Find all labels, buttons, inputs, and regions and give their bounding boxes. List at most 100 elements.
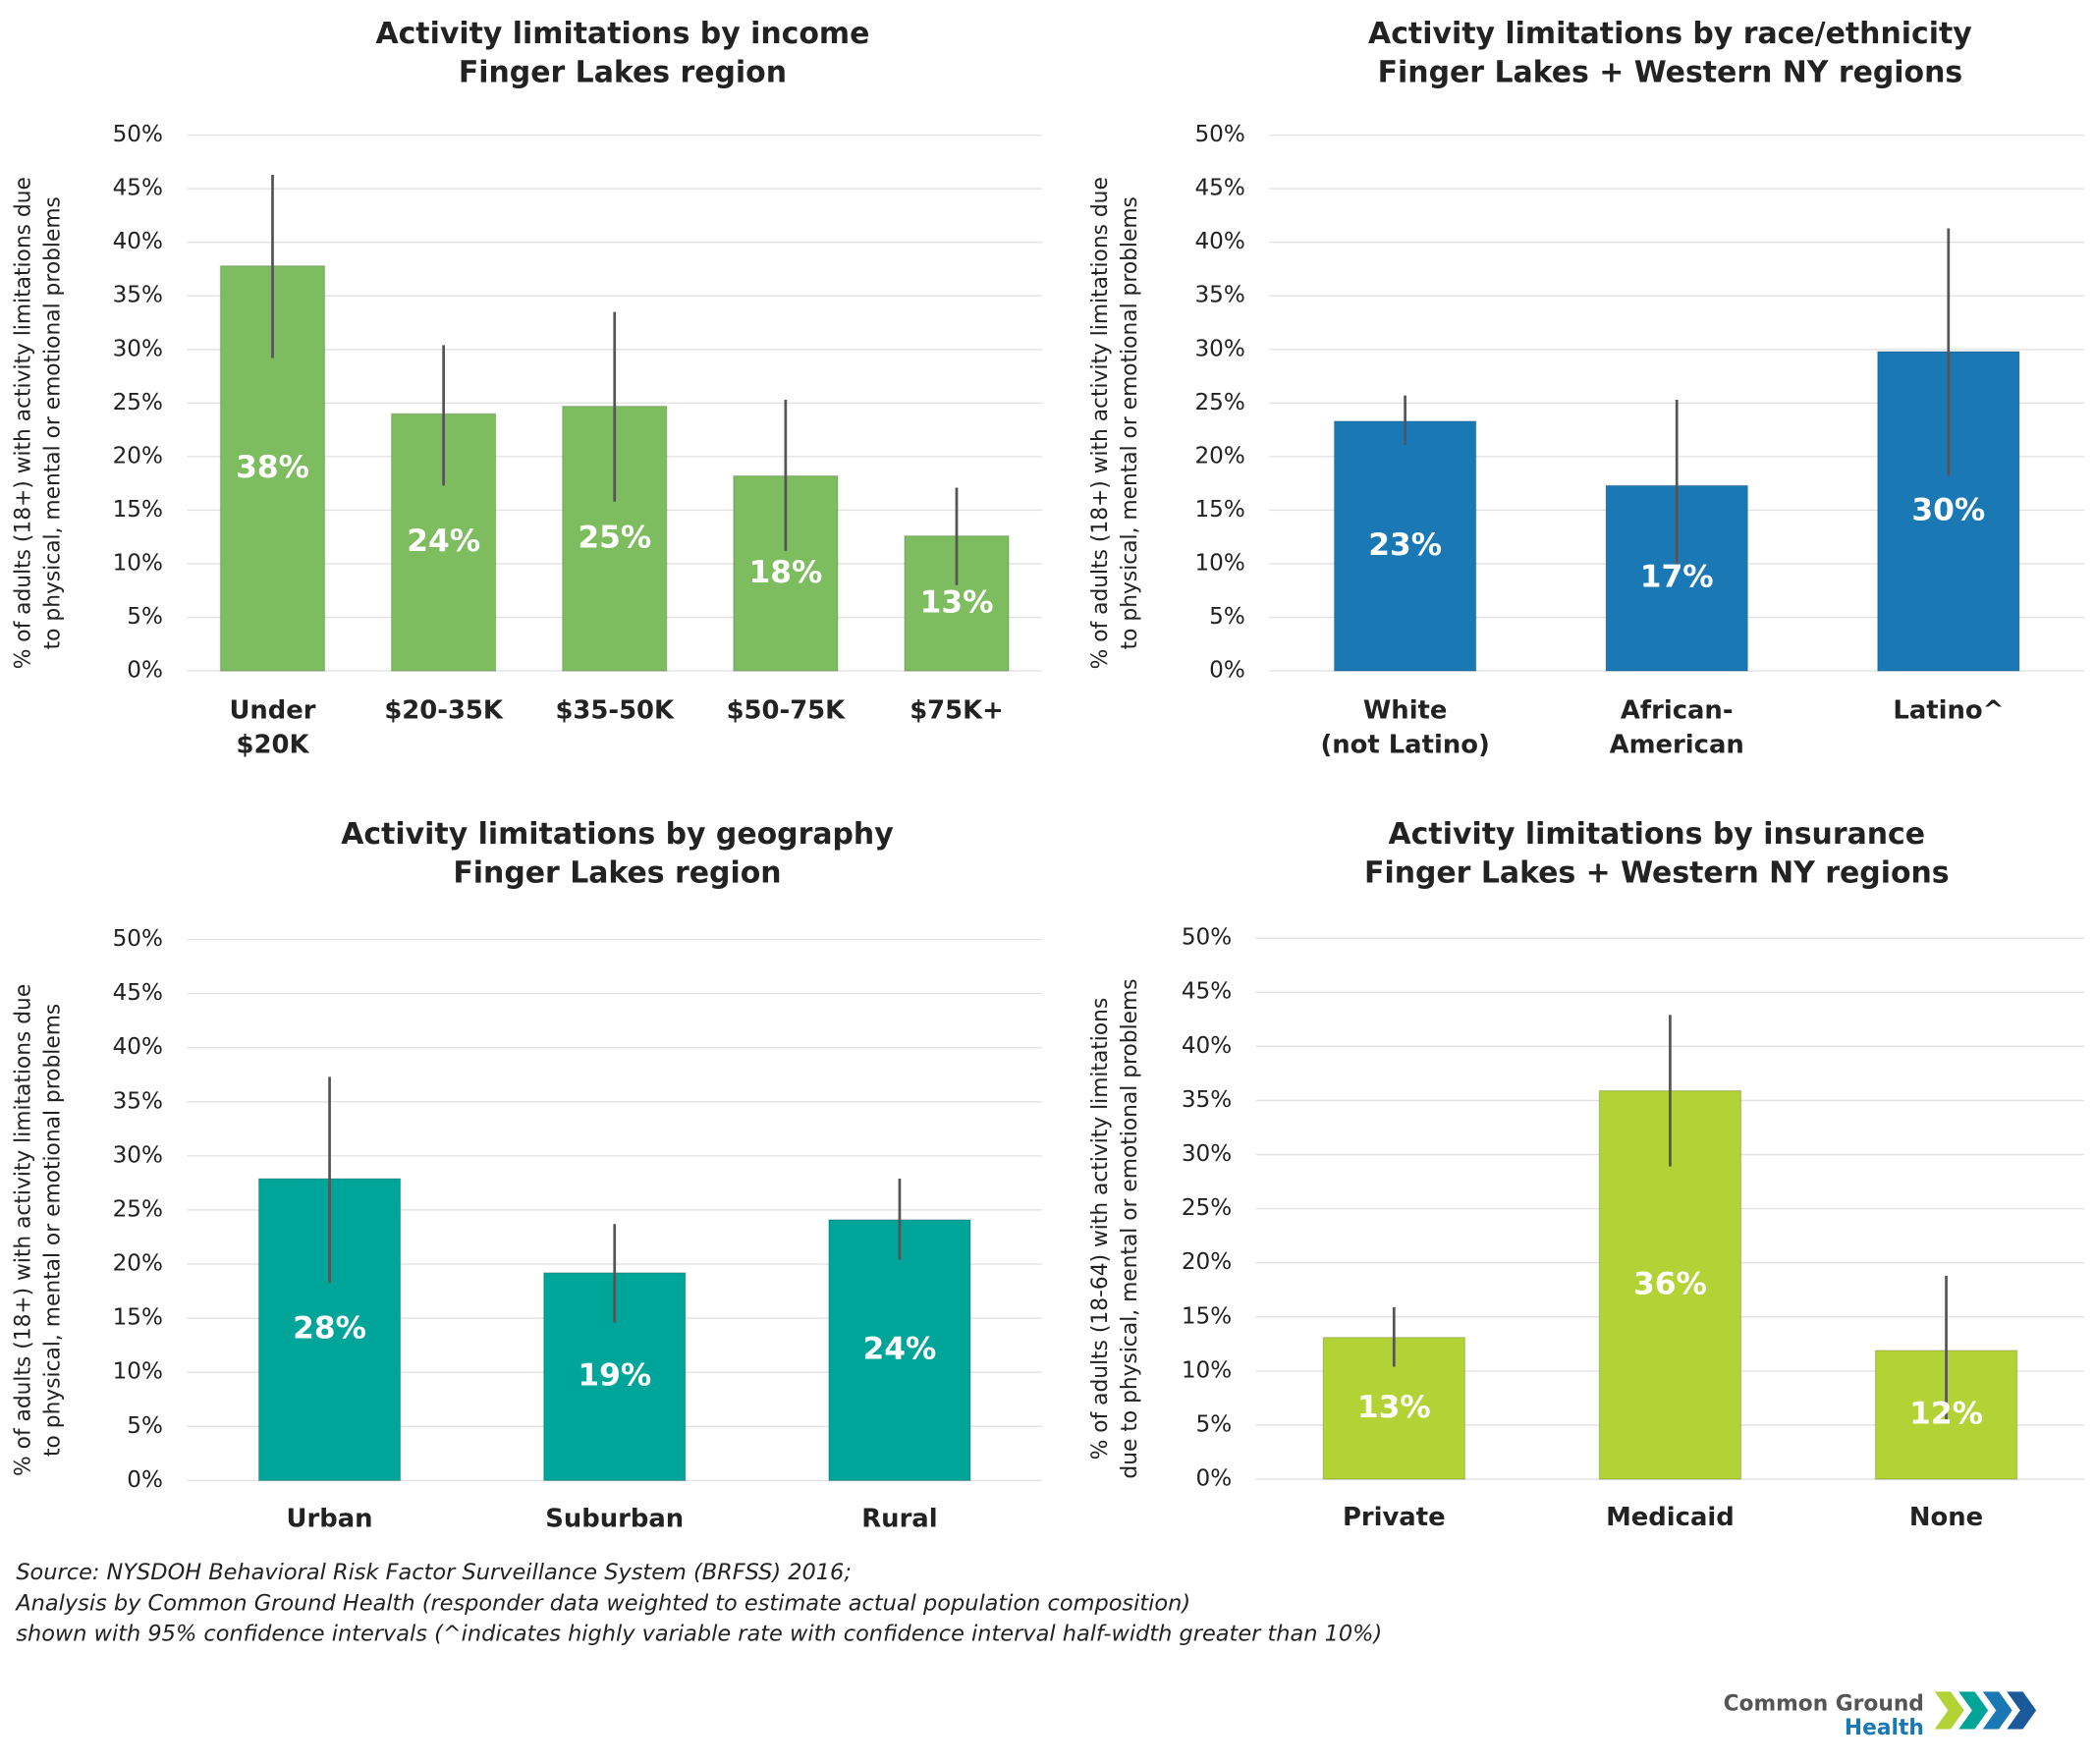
y-tick-label: 10% [113,1359,163,1385]
value-label: 12% [1909,1397,1983,1432]
y-axis-label: % of adults (18+) with activity limitati… [11,984,35,1476]
y-axis-label: % of adults (18+) with activity limitati… [1088,177,1113,669]
value-label: 36% [1633,1266,1707,1301]
y-tick-label: 5% [127,604,163,630]
y-tick-label: 15% [113,1305,163,1331]
y-tick-label: 45% [1194,176,1244,201]
y-tick-label: 10% [1182,1357,1232,1383]
y-tick-label: 20% [113,443,163,469]
value-label: 24% [863,1332,937,1367]
y-axis-label: to physical, mental or emotional problem… [40,196,65,649]
y-tick-label: 35% [1194,283,1244,308]
x-tick-label: None [1909,1503,1983,1532]
x-tick-label: $75K+ [910,695,1004,725]
y-tick-label: 45% [113,176,163,201]
y-tick-label: 0% [127,1467,163,1493]
y-tick-label: 40% [113,1034,163,1060]
logo-text: Health [1845,1716,1924,1740]
y-tick-label: 25% [113,390,163,415]
x-tick-label: Rural [861,1504,937,1533]
chart-subtitle: Finger Lakes + Western NY regions [1364,855,1950,890]
y-tick-label: 30% [1182,1141,1232,1167]
y-tick-label: 15% [113,497,163,523]
y-tick-label: 40% [1194,229,1244,254]
y-tick-label: 0% [1196,1466,1233,1492]
y-tick-label: 45% [1182,979,1232,1005]
chart-subtitle: Finger Lakes + Western NY regions [1378,55,1963,89]
value-label: 13% [1357,1390,1431,1425]
chart-title: Activity limitations by income [375,17,869,51]
value-label: 18% [748,555,822,590]
chart-subtitle: Finger Lakes region [459,55,787,89]
x-tick-label: American [1610,731,1744,760]
y-tick-label: 20% [1182,1249,1232,1275]
y-axis-label: to physical, mental or emotional problem… [40,1004,65,1457]
y-tick-label: 45% [113,980,163,1006]
value-label: 25% [578,520,651,555]
source-line: Source: NYSDOH Behavioral Risk Factor Su… [16,1560,852,1585]
y-axis-label: due to physical, mental or emotional pro… [1118,978,1142,1478]
y-tick-label: 5% [1209,604,1245,630]
value-label: 17% [1640,560,1714,595]
x-tick-label: Urban [287,1504,373,1533]
y-tick-label: 25% [1182,1195,1232,1221]
y-tick-label: 35% [113,283,163,308]
y-tick-label: 50% [1182,925,1232,951]
x-tick-label: Medicaid [1606,1503,1735,1532]
y-tick-label: 15% [1194,497,1244,523]
chart-title: Activity limitations by insurance [1389,817,1926,852]
chart-subtitle: Finger Lakes region [453,855,781,890]
y-tick-label: 0% [127,658,163,684]
y-tick-label: 35% [1182,1087,1232,1113]
y-axis-label: % of adults (18+) with activity limitati… [11,177,35,669]
y-tick-label: 50% [1194,122,1244,147]
value-label: 24% [407,524,480,559]
x-tick-label: Under [229,695,315,725]
value-label: 19% [578,1358,651,1394]
source-line: shown with 95% confidence intervals (^in… [16,1622,1382,1647]
bar [1333,420,1477,672]
logo-chevrons [1934,1691,2037,1730]
y-tick-label: 20% [113,1251,163,1277]
value-label: 23% [1368,527,1442,563]
x-tick-label: African- [1621,695,1734,725]
y-tick-label: 40% [113,229,163,254]
bar [828,1219,971,1482]
y-tick-label: 30% [113,1142,163,1168]
y-tick-label: 35% [113,1088,163,1114]
source-line: Analysis by Common Ground Health (respon… [14,1590,1190,1616]
y-tick-label: 30% [1194,336,1244,361]
y-tick-label: 10% [1194,550,1244,576]
x-tick-label: Latino^ [1893,695,2004,725]
y-tick-label: 5% [1196,1411,1233,1437]
value-label: 38% [236,450,309,485]
value-label: 13% [920,584,994,620]
x-tick-label: Private [1343,1503,1446,1532]
x-tick-label: White [1363,695,1448,725]
y-tick-label: 20% [1194,443,1244,469]
y-tick-label: 25% [113,1196,163,1222]
y-tick-label: 10% [113,550,163,576]
x-tick-label: $20-35K [384,695,504,725]
x-tick-label: (not Latino) [1320,731,1489,760]
chart-title: Activity limitations by geography [341,817,893,852]
y-axis-label: to physical, mental or emotional problem… [1118,196,1142,649]
value-label: 28% [293,1311,366,1347]
value-label: 30% [1911,493,1985,528]
y-axis-label: % of adults (18-64) with activity limita… [1088,998,1113,1461]
y-tick-label: 0% [1209,658,1245,684]
logo-text: Common Ground [1724,1691,1924,1716]
x-tick-label: $20K [237,731,310,760]
x-tick-label: Suburban [545,1504,684,1533]
y-tick-label: 30% [113,336,163,361]
y-tick-label: 50% [113,926,163,952]
x-tick-label: $35-50K [555,695,675,725]
y-tick-label: 40% [1182,1033,1232,1059]
y-tick-label: 5% [127,1413,163,1439]
y-tick-label: 50% [113,122,163,147]
y-tick-label: 25% [1194,390,1244,415]
x-tick-label: $50-75K [727,695,847,725]
y-tick-label: 15% [1182,1303,1232,1329]
